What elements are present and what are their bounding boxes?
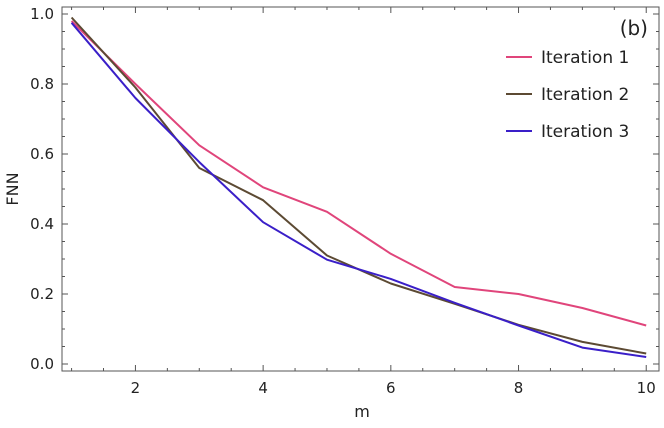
x-tick-label: 4: [258, 379, 268, 397]
y-tick-label: 0.0: [30, 355, 54, 373]
y-axis-label: FNN: [3, 172, 22, 205]
series-line-3: [70, 22, 647, 358]
y-tick-label: 1.0: [30, 5, 54, 23]
x-tick-label: 2: [131, 379, 141, 397]
tick-marks: [62, 7, 659, 371]
x-axis-label: m: [354, 402, 370, 421]
y-tick-label: 0.8: [30, 75, 54, 93]
legend: Iteration 1 Iteration 2 Iteration 3: [506, 48, 629, 142]
tick-labels: 2 4 6 8 10 0.0 0.2 0.4 0.6 0.8 1.0: [30, 5, 656, 397]
x-tick-label: 10: [637, 379, 656, 397]
series-lines: [70, 16, 647, 358]
series-line-1: [70, 20, 647, 327]
panel-label: (b): [620, 16, 648, 40]
legend-label-2: Iteration 2: [541, 85, 629, 105]
y-tick-label: 0.6: [30, 145, 54, 163]
y-tick-label: 0.4: [30, 215, 54, 233]
legend-label-3: Iteration 3: [541, 122, 629, 142]
legend-label-1: Iteration 1: [541, 48, 629, 68]
x-tick-label: 6: [386, 379, 396, 397]
x-tick-label: 8: [514, 379, 524, 397]
y-tick-label: 0.2: [30, 285, 54, 303]
